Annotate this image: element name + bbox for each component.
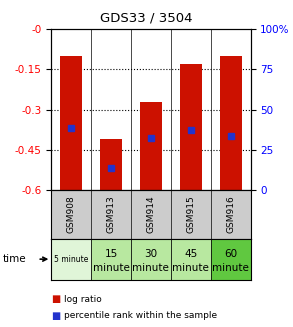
Bar	[211, 239, 251, 280]
Text: 15: 15	[104, 249, 118, 259]
Text: minute: minute	[172, 263, 209, 273]
Bar	[220, 56, 241, 190]
Text: log ratio: log ratio	[64, 295, 102, 304]
Text: ■: ■	[51, 311, 61, 320]
Bar	[51, 239, 91, 280]
Text: GSM916: GSM916	[226, 195, 235, 233]
Text: minute: minute	[212, 263, 249, 273]
Text: GSM913: GSM913	[107, 195, 115, 233]
Text: 30: 30	[144, 249, 157, 259]
Text: GSM915: GSM915	[186, 195, 195, 233]
Bar	[140, 101, 162, 190]
Bar	[180, 64, 202, 190]
Bar	[91, 239, 131, 280]
Bar	[131, 239, 171, 280]
Text: minute: minute	[132, 263, 169, 273]
Bar	[171, 239, 211, 280]
Text: GSM914: GSM914	[146, 195, 155, 233]
Text: 45: 45	[184, 249, 197, 259]
Text: percentile rank within the sample: percentile rank within the sample	[64, 311, 218, 320]
Text: minute: minute	[93, 263, 130, 273]
Bar	[100, 139, 122, 190]
Text: GDS33 / 3504: GDS33 / 3504	[100, 11, 193, 25]
Text: 5 minute: 5 minute	[54, 255, 88, 264]
Text: ■: ■	[51, 294, 61, 304]
Text: GSM908: GSM908	[67, 195, 76, 233]
Bar	[60, 56, 82, 190]
Text: time: time	[3, 254, 27, 264]
Text: 60: 60	[224, 249, 237, 259]
